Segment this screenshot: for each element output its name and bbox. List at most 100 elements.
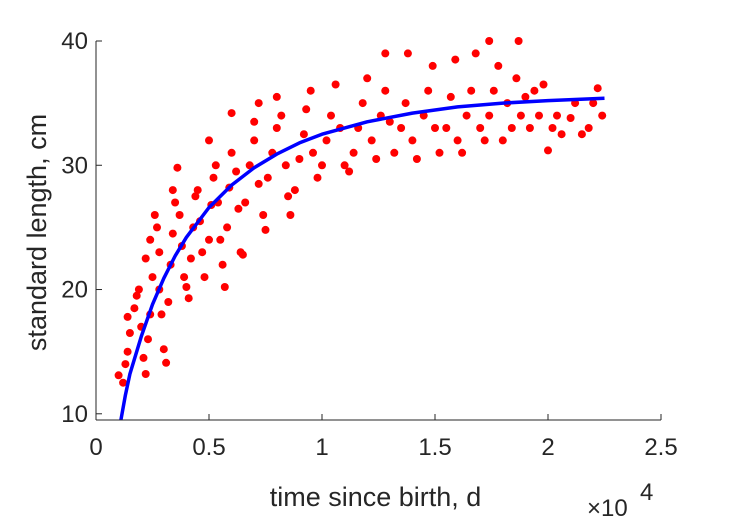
data-point xyxy=(216,235,225,244)
data-point xyxy=(577,130,586,139)
data-point xyxy=(123,312,132,321)
data-point xyxy=(157,310,166,319)
data-point xyxy=(557,130,566,139)
data-point xyxy=(125,329,134,337)
x-tick-label: 1.5 xyxy=(418,434,451,461)
data-point xyxy=(198,248,207,257)
data-point xyxy=(227,109,236,118)
data-point xyxy=(322,136,331,145)
data-point xyxy=(121,360,130,369)
x-axis-exponent: ×10 4 xyxy=(587,479,653,521)
data-point xyxy=(367,136,376,145)
data-point xyxy=(530,86,539,95)
data-point xyxy=(232,167,241,176)
data-point xyxy=(476,124,485,132)
data-point xyxy=(598,111,607,120)
data-point xyxy=(193,186,202,195)
data-point xyxy=(514,37,523,45)
data-point xyxy=(516,111,525,120)
data-point xyxy=(171,198,180,207)
data-point xyxy=(318,161,326,170)
data-point xyxy=(485,111,494,120)
data-point xyxy=(134,285,143,294)
x-axis-label: time since birth, d xyxy=(270,482,482,512)
data-point xyxy=(259,211,268,219)
data-point xyxy=(485,37,494,45)
data-point xyxy=(306,86,315,95)
data-point xyxy=(132,291,141,300)
data-point xyxy=(159,345,168,354)
y-tick-label: 40 xyxy=(61,28,88,55)
data-point xyxy=(467,86,476,95)
data-point xyxy=(548,124,557,132)
data-point xyxy=(453,136,462,145)
x-tick-label: 0.5 xyxy=(192,434,225,461)
y-tick-label: 30 xyxy=(61,152,88,179)
data-point xyxy=(494,61,503,70)
data-point xyxy=(431,124,439,132)
data-point xyxy=(295,155,304,163)
data-point xyxy=(263,173,272,182)
data-point xyxy=(284,192,293,201)
data-point xyxy=(397,124,406,132)
data-point xyxy=(175,211,184,219)
data-point xyxy=(302,105,311,114)
data-point xyxy=(130,304,139,313)
data-point xyxy=(385,117,394,126)
data-point xyxy=(340,161,349,170)
data-point xyxy=(521,92,530,101)
data-point xyxy=(553,111,561,120)
data-point xyxy=(403,49,412,58)
data-point xyxy=(566,114,575,122)
x-exponent-power: 4 xyxy=(640,479,653,506)
data-point xyxy=(141,370,150,378)
data-point xyxy=(412,155,421,163)
data-point xyxy=(245,161,254,170)
data-point xyxy=(191,192,200,201)
data-point xyxy=(424,86,433,95)
data-point xyxy=(358,99,367,108)
data-point xyxy=(458,148,467,157)
data-point xyxy=(168,229,177,238)
data-point xyxy=(281,161,290,170)
data-point xyxy=(250,117,259,126)
data-point xyxy=(589,99,598,108)
data-point xyxy=(363,74,372,83)
data-point xyxy=(313,173,322,182)
data-point xyxy=(114,371,123,380)
data-point xyxy=(286,211,295,219)
data-point xyxy=(186,254,195,263)
data-point xyxy=(220,283,229,291)
axes xyxy=(95,41,661,421)
data-point xyxy=(123,347,132,356)
data-point xyxy=(164,298,173,306)
data-point xyxy=(184,294,193,303)
data-point xyxy=(254,99,263,108)
data-point xyxy=(209,173,218,182)
data-point xyxy=(390,148,399,157)
fit-curve xyxy=(119,96,605,421)
data-point xyxy=(148,273,157,282)
x-exponent-base: ×10 xyxy=(587,495,628,521)
data-point xyxy=(180,273,189,282)
data-point xyxy=(309,148,317,157)
data-point xyxy=(211,161,220,170)
data-point xyxy=(168,186,177,195)
y-tick-label: 10 xyxy=(61,401,88,428)
data-point xyxy=(442,124,451,132)
data-point xyxy=(272,92,281,101)
data-point xyxy=(254,179,263,188)
data-point xyxy=(372,155,381,163)
data-point xyxy=(162,358,171,367)
data-point xyxy=(584,124,593,132)
data-point xyxy=(401,99,410,108)
data-point xyxy=(535,111,543,120)
data-point xyxy=(489,86,498,95)
plot-area xyxy=(114,37,607,421)
data-point xyxy=(299,130,308,139)
data-point xyxy=(327,111,335,120)
data-point xyxy=(345,167,354,176)
data-point xyxy=(205,235,213,244)
data-point xyxy=(471,49,480,58)
